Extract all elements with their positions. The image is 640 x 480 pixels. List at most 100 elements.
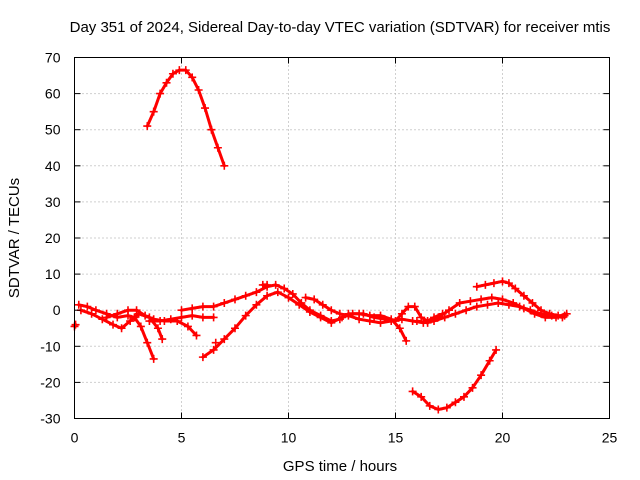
series-arc-6 (145, 311, 218, 326)
data-point (91, 306, 100, 315)
data-point (376, 318, 385, 327)
data-point (198, 353, 207, 362)
data-point (109, 320, 118, 329)
data-point (498, 295, 507, 304)
x-tick-label: 15 (388, 430, 404, 446)
data-point (434, 313, 443, 322)
data-point (280, 284, 289, 293)
data-point (213, 143, 222, 152)
data-point (519, 291, 528, 300)
data-point (252, 300, 261, 309)
data-point (143, 122, 152, 131)
data-point (136, 322, 145, 331)
data-point (485, 356, 494, 365)
data-point (455, 298, 464, 307)
y-tick-label: 70 (45, 50, 61, 66)
data-point (271, 280, 280, 289)
data-point (188, 73, 197, 82)
data-point (509, 298, 518, 307)
x-tick-label: 5 (178, 430, 186, 446)
data-point (492, 345, 501, 354)
series-arc-10 (258, 280, 272, 289)
data-point (124, 306, 132, 315)
data-point (417, 313, 426, 322)
series-line (77, 303, 156, 361)
data-point (273, 288, 282, 297)
data-point (472, 282, 481, 291)
data-point (209, 302, 218, 311)
data-point (530, 309, 539, 318)
data-point (263, 291, 272, 300)
series-arc-14 (472, 277, 569, 320)
data-point (201, 104, 210, 113)
data-point (102, 313, 111, 322)
data-point (177, 306, 186, 315)
data-point (168, 69, 177, 78)
y-tick-label: 10 (45, 266, 61, 282)
data-point (220, 298, 229, 307)
data-point (434, 405, 443, 414)
data-point (220, 161, 229, 170)
data-point (472, 302, 481, 311)
data-point (263, 280, 272, 289)
series-arc-13 (412, 293, 571, 327)
data-point (327, 318, 336, 327)
data-point (181, 66, 190, 75)
data-point (477, 295, 486, 304)
data-point (487, 293, 496, 302)
data-point (504, 279, 513, 288)
data-point (241, 311, 250, 320)
series-arc-7 (177, 280, 411, 345)
data-point (451, 309, 460, 318)
data-point (126, 317, 135, 326)
data-point (183, 322, 192, 331)
data-point (425, 401, 434, 410)
data-point (335, 309, 344, 318)
series-line (411, 348, 498, 411)
x-axis-label: GPS time / hours (283, 458, 397, 475)
data-point (402, 336, 411, 345)
series-line (145, 68, 226, 168)
data-point (188, 304, 197, 313)
data-point (153, 324, 162, 333)
data-point (98, 315, 107, 324)
y-tick-label: -20 (40, 374, 60, 390)
data-point (397, 315, 406, 324)
data-point (483, 300, 492, 309)
data-point (445, 306, 453, 315)
data-point (149, 107, 158, 116)
data-point (284, 293, 293, 302)
data-point (209, 313, 218, 322)
series-arc-5 (102, 306, 201, 340)
y-tick-label: 20 (45, 230, 61, 246)
data-point (316, 313, 325, 322)
data-point (541, 313, 550, 322)
chart-title: Day 351 of 2024, Sidereal Day-to-day VTE… (70, 19, 611, 36)
data-point (198, 302, 207, 311)
data-point (87, 309, 96, 318)
data-point (194, 85, 203, 94)
data-point (468, 383, 477, 392)
data-point (252, 288, 261, 297)
data-point (537, 306, 546, 315)
data-point (412, 317, 421, 326)
y-tick-label: 40 (45, 158, 61, 174)
x-tick-label: 10 (281, 430, 297, 446)
data-point (481, 280, 490, 289)
data-point (528, 298, 537, 307)
data-point (466, 297, 475, 306)
series-arc-3 (74, 300, 158, 363)
data-point (318, 300, 327, 309)
data-point (83, 302, 92, 311)
data-point (209, 345, 218, 354)
data-point (494, 298, 503, 307)
y-tick-label: 30 (45, 194, 61, 210)
data-point (188, 311, 197, 320)
axis-ticks: 0 5 10 15 20 25 -30 -20 -10 0 10 20 30 40 50 60 70 (40, 50, 617, 446)
data-point (231, 324, 239, 333)
data-point (511, 284, 520, 293)
data-point (545, 309, 554, 318)
data-point (192, 331, 201, 340)
x-tick-label: 25 (602, 430, 618, 446)
